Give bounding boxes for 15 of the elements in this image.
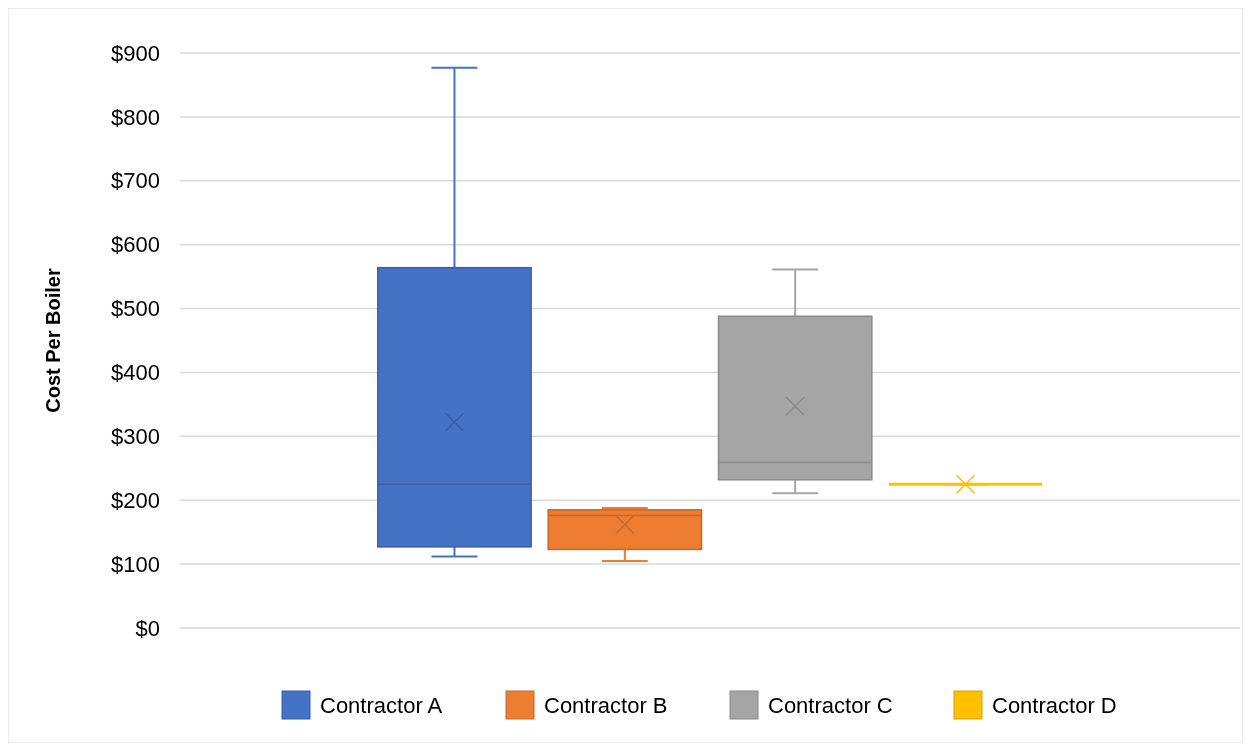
legend-label: Contractor A bbox=[320, 692, 443, 718]
y-tick-label: $800 bbox=[111, 104, 160, 130]
y-tick-label: $700 bbox=[111, 168, 160, 194]
y-tick-label: $0 bbox=[135, 615, 160, 641]
y-tick-label: $600 bbox=[111, 232, 160, 258]
legend-label: Contractor D bbox=[992, 692, 1117, 718]
y-tick-label: $400 bbox=[111, 360, 160, 386]
y-tick-label: $200 bbox=[111, 487, 160, 513]
y-axis-title: Cost Per Boiler bbox=[42, 268, 64, 413]
legend-label: Contractor B bbox=[544, 692, 668, 718]
legend-label: Contractor C bbox=[768, 692, 893, 718]
y-tick-label: $900 bbox=[111, 40, 160, 66]
y-tick-label: $300 bbox=[111, 424, 160, 450]
y-tick-label: $500 bbox=[111, 296, 160, 322]
y-tick-label: $100 bbox=[111, 551, 160, 577]
